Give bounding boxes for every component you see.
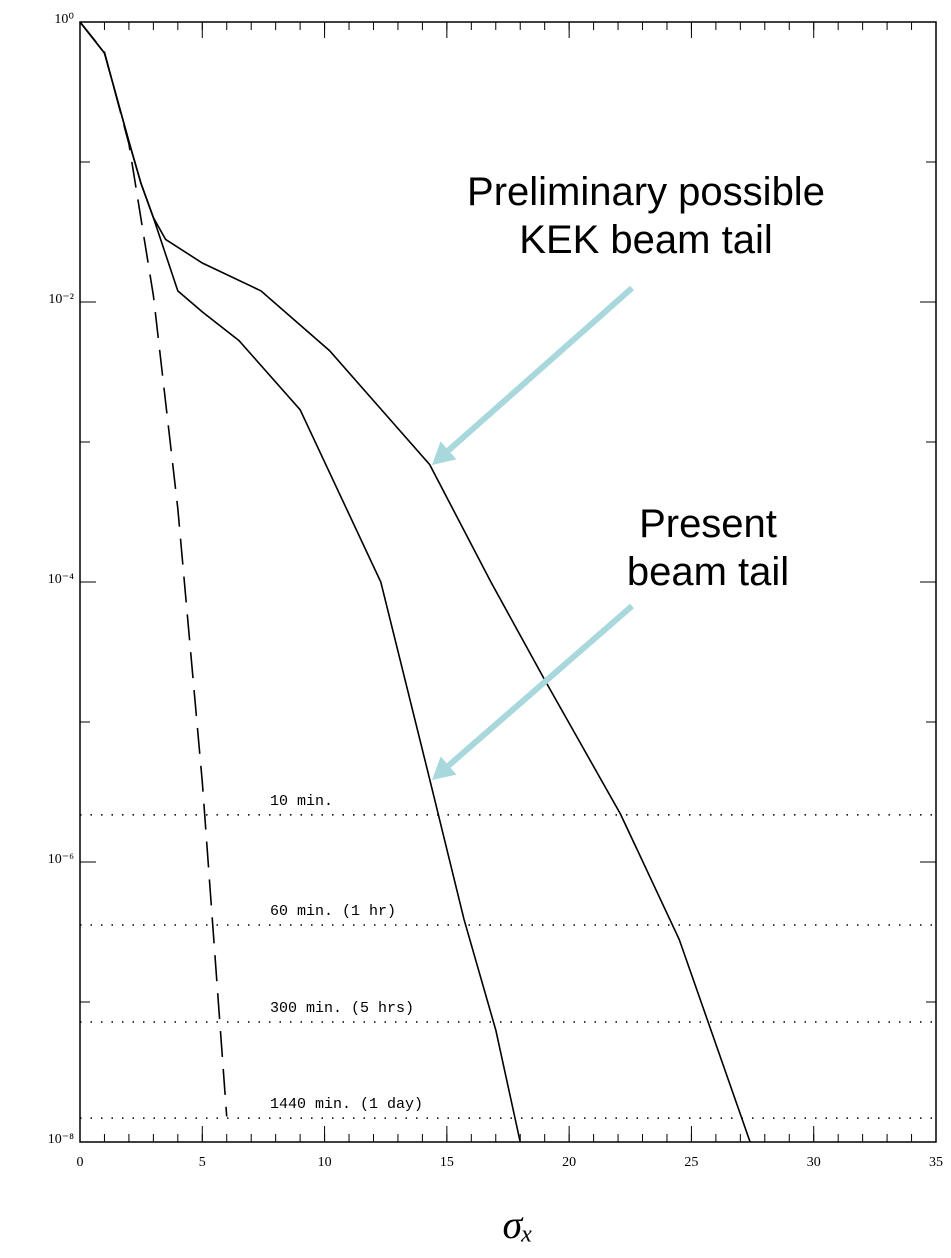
- line: [79, 21, 228, 1117]
- y-tick-label: 10⁰: [54, 12, 74, 27]
- annotation: KEK beam tail: [519, 218, 772, 262]
- x-tick-label: 25: [684, 1155, 698, 1170]
- line: [79, 21, 751, 1143]
- annotation-arrow: [446, 603, 634, 768]
- x-tick-label: 15: [440, 1155, 454, 1170]
- level-label: 10 min.: [270, 793, 333, 810]
- y-tick-label: 10⁻⁶: [48, 852, 74, 867]
- x-axis-label: σₓ: [502, 1202, 533, 1247]
- line: [79, 21, 521, 1143]
- level-label: 1440 min. (1 day): [270, 1096, 423, 1113]
- arrow-head: [432, 756, 457, 780]
- y-tick-label: 10⁻²: [48, 292, 74, 307]
- level-label: 300 min. (5 hrs): [270, 1000, 414, 1017]
- annotation: Preliminary possible: [467, 170, 825, 214]
- arrow-head: [432, 441, 457, 465]
- annotation: beam tail: [627, 550, 789, 594]
- x-tick-label: 35: [929, 1155, 943, 1170]
- x-tick-label: 30: [807, 1155, 821, 1170]
- x-tick-label: 10: [318, 1155, 332, 1170]
- y-tick-label: 10⁻⁸: [48, 1132, 74, 1147]
- x-tick-label: 5: [199, 1155, 206, 1170]
- annotation-arrow: [446, 285, 634, 453]
- x-tick-label: 20: [562, 1155, 576, 1170]
- x-tick-label: 0: [77, 1155, 84, 1170]
- y-tick-label: 10⁻⁴: [48, 572, 74, 587]
- annotation: Present: [639, 502, 777, 546]
- level-label: 60 min. (1 hr): [270, 903, 396, 920]
